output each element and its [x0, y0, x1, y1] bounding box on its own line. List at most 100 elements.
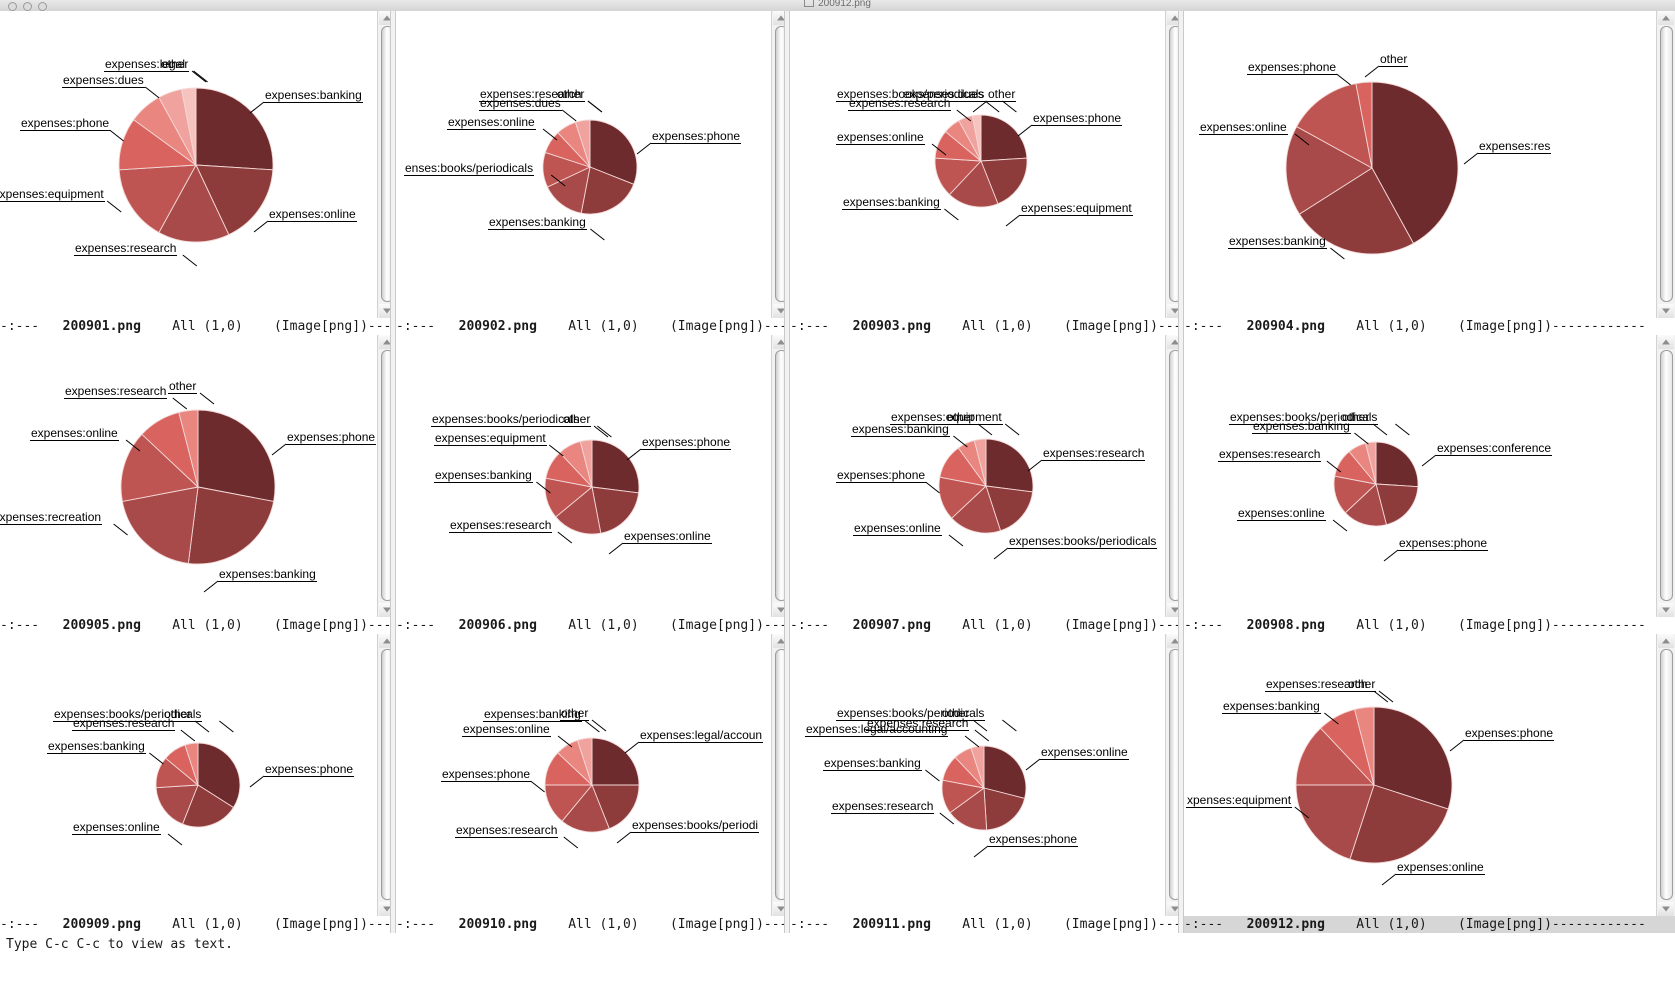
window-divider[interactable]: [390, 634, 396, 933]
window-divider[interactable]: [784, 335, 790, 634]
mode-line[interactable]: -:--- 200904.png All (1,0) (Image[png])-…: [1184, 318, 1675, 335]
mode-line-prefix: -:---: [0, 618, 40, 633]
emacs-window-200903[interactable]: expenses:books/periodicals expenses:dues o…: [790, 11, 1184, 335]
mode-line-mode: (Image[png]): [1457, 618, 1552, 633]
emacs-window-200911[interactable]: expenses:books/periodicals other expenses:…: [790, 634, 1184, 933]
mode-line[interactable]: -:--- 200911.png All (1,0) (Image[png])-…: [790, 916, 1184, 933]
minimize-dot-icon[interactable]: [23, 2, 32, 11]
mode-line-position: All (1,0): [1356, 618, 1427, 633]
window-divider[interactable]: [784, 634, 790, 933]
image-buffer[interactable]: expenses:research other expenses:dues expen…: [396, 11, 790, 318]
pie-label: expenses:phone: [836, 468, 927, 483]
pie-chart: [544, 439, 640, 535]
image-buffer[interactable]: expenses:legal other expenses:dues expenses…: [0, 11, 396, 318]
pie-chart: [544, 737, 640, 833]
window-divider[interactable]: [1178, 335, 1184, 634]
image-buffer[interactable]: expenses:books/periodicals other expenses:…: [396, 335, 790, 617]
emacs-window-200905[interactable]: expenses:research other expenses:online exp…: [0, 335, 396, 634]
pie-slice: [1296, 82, 1373, 169]
minibuffer[interactable]: Type C-c C-c to view as text.: [0, 933, 1675, 1004]
emacs-window-200902[interactable]: expenses:research other expenses:dues expen…: [396, 11, 790, 335]
window-divider[interactable]: [390, 335, 396, 634]
mode-line[interactable]: -:--- 200912.png All (1,0) (Image[png])-…: [1184, 916, 1675, 933]
image-buffer[interactable]: expenses:books/periodicals other expenses:…: [790, 634, 1184, 916]
pie-label: other: [562, 412, 592, 427]
vertical-scrollbar[interactable]: [1656, 335, 1675, 617]
emacs-window-200912[interactable]: expenses:research other expenses:banking ex…: [1184, 634, 1675, 933]
mode-line[interactable]: -:--- 200902.png All (1,0) (Image[png])-…: [396, 318, 790, 335]
pie-label: other: [1341, 410, 1371, 425]
scroll-up-arrow-icon[interactable]: [1658, 335, 1674, 349]
pie-label: other: [168, 379, 198, 394]
image-buffer[interactable]: expenses:banking other expenses:online expe…: [396, 634, 790, 916]
mode-line-filler: ------------: [1551, 319, 1646, 334]
pie-label: expenses:banking: [483, 707, 582, 722]
pie-label: expenses:online: [623, 529, 712, 544]
emacs-window-200910[interactable]: expenses:banking other expenses:online expe…: [396, 634, 790, 933]
pie-slice: [1375, 483, 1419, 526]
pie-label: other: [160, 57, 190, 72]
scroll-down-arrow-icon[interactable]: [1658, 902, 1674, 916]
mode-line[interactable]: -:--- 200905.png All (1,0) (Image[png])-…: [0, 617, 396, 634]
pie-label: enses:books/periodicals: [404, 161, 535, 176]
pie-slice: [184, 742, 199, 786]
mode-line[interactable]: -:--- 200907.png All (1,0) (Image[png])-…: [790, 617, 1184, 634]
pie-label: expenses:legal: [104, 57, 187, 72]
scrollbar-thumb[interactable]: [1660, 26, 1673, 302]
close-dot-icon[interactable]: [8, 2, 17, 11]
pie-label: other: [1379, 52, 1409, 67]
scrollbar-thumb[interactable]: [1660, 649, 1673, 900]
window-divider[interactable]: [1178, 634, 1184, 933]
window-controls[interactable]: [8, 2, 47, 11]
image-buffer[interactable]: other expenses:phone expenses:online expens…: [1184, 11, 1675, 318]
pie-label: expenses:conference: [1436, 441, 1553, 456]
mode-line[interactable]: -:--- 200910.png All (1,0) (Image[png])-…: [396, 916, 790, 933]
emacs-window-200907[interactable]: expenses:equipment other expenses:banking e…: [790, 335, 1184, 634]
mode-line-mode: (Image[png]): [1063, 319, 1158, 334]
mode-line-filename: 200911.png: [852, 917, 931, 932]
scroll-up-arrow-icon[interactable]: [1658, 11, 1674, 25]
image-buffer[interactable]: expenses:books/periodicals expenses:dues o…: [790, 11, 1184, 318]
pie-image: expenses:research other expenses:online exp…: [0, 335, 378, 617]
emacs-window-200901[interactable]: expenses:legal other expenses:dues expenses…: [0, 11, 396, 335]
mode-line[interactable]: -:--- 200903.png All (1,0) (Image[png])-…: [790, 318, 1184, 335]
vertical-scrollbar[interactable]: [1656, 634, 1675, 916]
mode-line[interactable]: -:--- 200901.png All (1,0) (Image[png])-…: [0, 318, 396, 335]
window-divider[interactable]: [390, 11, 396, 335]
scroll-down-arrow-icon[interactable]: [1658, 304, 1674, 318]
window-divider[interactable]: [784, 11, 790, 335]
pie-label: expenses:banking: [1228, 234, 1327, 249]
scrollbar-thumb[interactable]: [1660, 350, 1673, 601]
pie-slice: [1375, 441, 1419, 488]
pie-label: expenses:banking: [434, 468, 533, 483]
image-buffer[interactable]: expenses:books/periodicals other expenses:…: [0, 634, 396, 916]
pie-label: expenses:research: [455, 823, 559, 838]
scroll-down-arrow-icon[interactable]: [1658, 603, 1674, 617]
emacs-window-200906[interactable]: expenses:books/periodicals other expenses:…: [396, 335, 790, 634]
mode-line-prefix: -:---: [396, 618, 436, 633]
image-buffer[interactable]: expenses:research other expenses:online exp…: [0, 335, 396, 617]
pie-label: expenses:online: [1199, 120, 1288, 135]
vertical-scrollbar[interactable]: [1656, 11, 1675, 318]
window-divider[interactable]: [1178, 11, 1184, 335]
pie-label: expenses:phone: [20, 116, 111, 131]
scroll-up-arrow-icon[interactable]: [1658, 634, 1674, 648]
mode-line[interactable]: -:--- 200906.png All (1,0) (Image[png])-…: [396, 617, 790, 634]
emacs-window-200909[interactable]: expenses:books/periodicals other expenses:…: [0, 634, 396, 933]
mode-line-filler: ------------: [763, 917, 790, 932]
pie-slice: [574, 119, 591, 168]
maximize-dot-icon[interactable]: [38, 2, 47, 11]
emacs-window-200908[interactable]: expenses:books/periodicals other expenses:…: [1184, 335, 1675, 634]
pie-label: other: [941, 706, 971, 721]
mode-line[interactable]: -:--- 200909.png All (1,0) (Image[png])-…: [0, 916, 396, 933]
pie-label: expenses:dues: [479, 96, 562, 111]
emacs-window-200904[interactable]: other expenses:phone expenses:online expens…: [1184, 11, 1675, 335]
pie-label: expenses:research: [866, 716, 970, 731]
pie-slice: [555, 486, 602, 535]
pie-label: expenses:phone: [264, 762, 355, 777]
pie-label: expenses:banking: [823, 756, 922, 771]
image-buffer[interactable]: expenses:research other expenses:banking ex…: [1184, 634, 1675, 916]
image-buffer[interactable]: expenses:equipment other expenses:banking e…: [790, 335, 1184, 617]
mode-line[interactable]: -:--- 200908.png All (1,0) (Image[png])-…: [1184, 617, 1675, 634]
image-buffer[interactable]: expenses:books/periodicals other expenses:…: [1184, 335, 1675, 617]
